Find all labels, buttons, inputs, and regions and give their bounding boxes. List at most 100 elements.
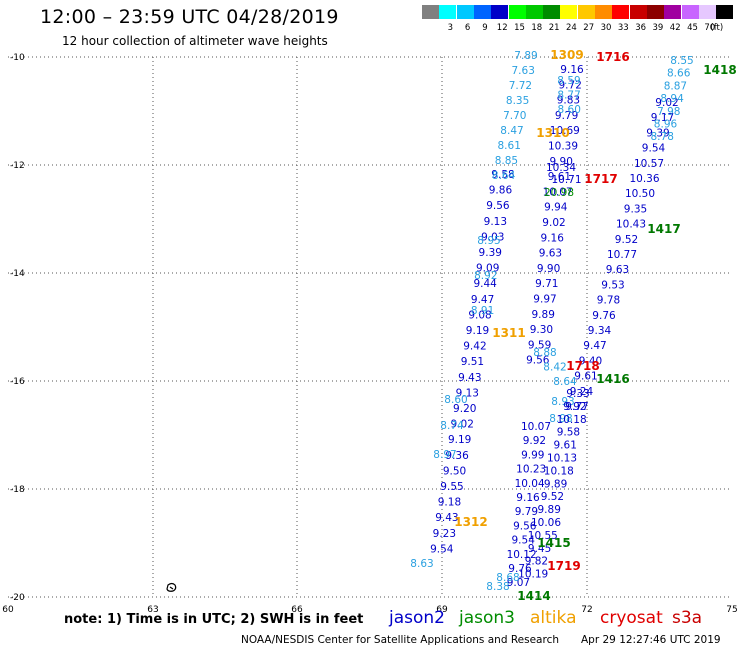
wave-height-value: 9.50 [443,465,466,477]
wave-height-value: 9.13 [484,216,507,228]
wave-height-value: 20.98 [544,187,574,199]
legend-label: 24 [566,23,577,33]
wave-height-value: 8.66 [667,68,691,80]
wave-height-value: 9.90 [537,263,560,275]
wave-height-value: 9.79 [555,110,578,122]
wave-height-value: 8.35 [506,95,529,107]
wave-height-value: 9.61 [548,171,571,183]
wave-height-value: 10.57 [634,158,664,170]
legend-label: 21 [548,23,560,33]
wave-height-value: 9.61 [574,371,597,383]
legend-swatch [543,5,561,19]
wave-height-value: 10.36 [629,173,659,185]
legend-label: 3 [447,23,454,33]
lat-tick-label: -20 [10,593,25,603]
wave-height-value: 9.52 [615,234,638,246]
pass-label: 1415 [537,536,570,550]
wave-height-value: 9.56 [513,520,537,532]
legend-swatch [716,5,734,19]
legend-swatch [577,5,595,19]
pass-label: 1719 [547,559,580,573]
wave-height-value: 10.23 [516,464,546,476]
wave-height-value: 9.89 [532,309,555,321]
wave-height-value: 9.20 [453,403,476,415]
wave-height-value: 9.19 [448,434,471,446]
wave-height-value: 8.47 [500,125,523,137]
wave-height-value: 8.78 [651,131,674,143]
wave-height-value: 9.33 [566,388,589,400]
wave-height-value: 9.43 [435,512,458,524]
wave-height-value: 10.18 [544,465,574,477]
legend-swatch [525,5,543,19]
wave-height-value: 8.42 [543,362,566,374]
wave-height-value: 7.63 [512,65,535,77]
legend-label: 39 [652,23,664,33]
pass-label: 1417 [647,222,680,236]
wave-height-value: 9.58 [557,427,580,439]
wave-height-value: 9.39 [646,127,669,139]
wave-height-value: 9.83 [557,95,580,107]
credit-text: NOAA/NESDIS Center for Satellite Applica… [241,634,559,646]
pass-label: 1718 [566,359,599,373]
wave-height-value: 8.97 [433,449,456,461]
wave-height-value: 9.16 [541,232,565,244]
wave-height-value: 10.50 [625,188,655,200]
wave-height-value: 7.89 [514,50,537,62]
wave-height-value: 8.95 [477,235,500,247]
wave-height-value: 9.55 [440,481,463,493]
wave-height-value: 9.76 [592,310,616,322]
wave-height-value: 10.07 [543,186,573,198]
wave-height-value: 9.13 [456,387,479,399]
wave-height-value: 9.35 [624,203,647,215]
legend-swatch [664,5,682,19]
wave-height-value: 9.94 [544,202,568,214]
wave-height-value: 8.61 [498,140,521,152]
wave-height-value: 9.63 [606,264,629,276]
wave-height-value: 9.59 [528,339,551,351]
legend-swatch [629,5,647,19]
wave-height-value: 7.98 [657,106,680,118]
lat-tick-label: -16 [10,377,25,387]
wave-height-value: 10.19 [518,569,548,581]
legend-swatch [646,5,664,19]
island-outline [166,582,177,592]
wave-height-value: 10.13 [547,453,577,465]
wave-height-value: 9.18 [438,497,461,509]
satellite-legend-cryosat: cryosat [600,608,663,628]
legend-label: 45 [687,23,698,33]
wave-height-value: 9.08 [468,309,491,321]
wave-height-value: 8.77 [557,90,580,102]
wave-height-value: 9.97 [533,294,556,306]
wave-height-value: 9.17 [651,112,674,124]
pass-label: 1309 [550,48,583,62]
legend-label: 36 [635,23,647,33]
wave-height-value: 9.71 [535,278,558,290]
legend-swatch [491,5,509,19]
satellite-legend-jason2: jason2 [389,608,445,628]
wave-height-value: 8.87 [664,80,687,92]
lat-tick-label: -18 [10,485,25,495]
pass-label: 1312 [454,515,487,529]
wave-height-value: 9.03 [481,231,504,243]
pass-label: 1717 [584,172,617,186]
wave-height-value: 9.77 [565,401,588,413]
wave-height-value: 8.60 [444,394,467,406]
wave-height-value: 10.55 [528,530,558,542]
satellite-legend-s3a: s3a [672,608,703,628]
wave-height-value: 8.96 [654,119,678,131]
timestamp: Apr 29 12:27:46 UTC 2019 [581,634,721,646]
wave-height-value: 10.34 [546,162,576,174]
wave-height-value: 9.63 [539,248,562,260]
legend-label: 6 [464,23,471,33]
pass-label: 1311 [492,326,525,340]
footnote: note: 1) Time is in UTC; 2) SWH is in fe… [64,612,364,627]
wave-height-value: 8.85 [495,155,518,167]
wave-height-value: 9.07 [507,577,530,589]
wave-height-value: 7.72 [509,80,532,92]
pass-label: 1716 [596,50,629,64]
wave-height-value: 9.30 [530,324,553,336]
legend-swatch [456,5,474,19]
pass-label: 1310 [536,126,569,140]
wave-height-value: 9.90 [550,156,573,168]
